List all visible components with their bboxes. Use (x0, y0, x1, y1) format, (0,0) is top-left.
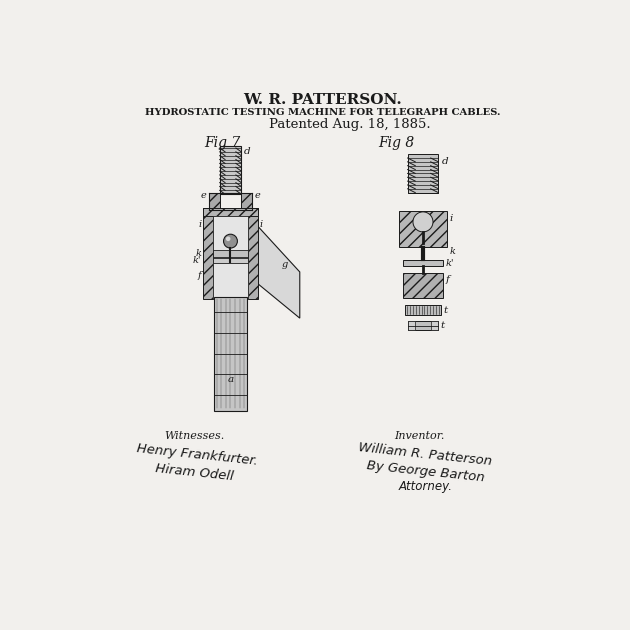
Text: d: d (442, 158, 448, 166)
Circle shape (413, 212, 433, 232)
Text: Attorney.: Attorney. (398, 480, 452, 493)
Bar (214, 297, 248, 411)
Bar (399, 211, 447, 246)
Bar (405, 305, 440, 315)
Bar (408, 321, 438, 329)
Text: Henry Frankfurter.: Henry Frankfurter. (136, 442, 258, 467)
Bar (408, 154, 438, 193)
Bar (241, 193, 252, 210)
Text: e: e (255, 192, 260, 200)
Text: Fig 8: Fig 8 (378, 135, 414, 149)
Text: e: e (201, 192, 207, 200)
Bar (213, 250, 248, 256)
Bar (209, 193, 220, 210)
Text: Inventor.: Inventor. (394, 431, 444, 441)
Bar (203, 208, 258, 215)
Text: k: k (450, 247, 455, 256)
Text: g: g (281, 260, 287, 269)
Circle shape (224, 234, 238, 248)
Circle shape (226, 236, 231, 241)
Bar (408, 321, 415, 329)
Bar (203, 208, 213, 299)
Polygon shape (248, 215, 300, 318)
Bar (403, 273, 443, 298)
Bar (213, 258, 248, 263)
Text: Fig 7: Fig 7 (205, 135, 241, 149)
Text: William R. Patterson: William R. Patterson (358, 441, 493, 468)
Text: k': k' (193, 256, 201, 265)
Bar (403, 260, 443, 266)
Text: t: t (444, 306, 448, 315)
Text: f: f (198, 272, 201, 280)
Text: Patented Aug. 18, 1885.: Patented Aug. 18, 1885. (269, 118, 431, 130)
Text: i: i (260, 220, 263, 229)
Bar (220, 146, 241, 194)
Text: f: f (446, 275, 450, 284)
Text: t: t (440, 321, 445, 330)
Text: W. R. PATTERSON.: W. R. PATTERSON. (244, 93, 402, 107)
Bar (248, 208, 258, 299)
Bar (432, 321, 438, 329)
Text: Hiram Odell: Hiram Odell (154, 462, 234, 483)
Text: a: a (227, 375, 234, 384)
Bar (213, 215, 248, 299)
Text: i: i (450, 214, 454, 223)
Text: Witnesses.: Witnesses. (164, 431, 224, 441)
Text: k: k (195, 249, 201, 258)
Text: k': k' (446, 259, 455, 268)
Text: HYDROSTATIC TESTING MACHINE FOR TELEGRAPH CABLES.: HYDROSTATIC TESTING MACHINE FOR TELEGRAP… (145, 108, 501, 117)
Text: i: i (198, 220, 201, 229)
Text: By George Barton: By George Barton (365, 459, 485, 484)
Text: d: d (244, 147, 250, 156)
